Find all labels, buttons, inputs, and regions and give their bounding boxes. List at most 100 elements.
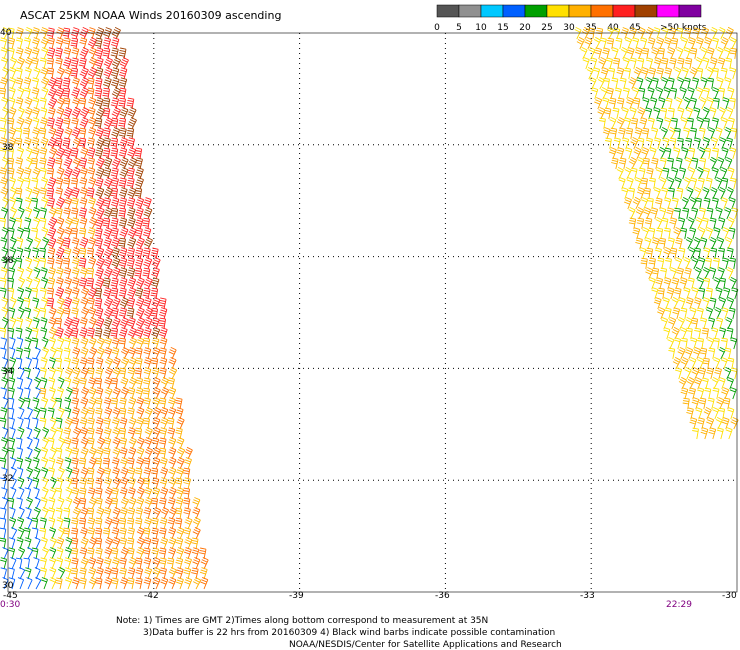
- wind-barb: [112, 506, 121, 520]
- wind-barb: [9, 517, 17, 530]
- wind-barb: [71, 197, 79, 210]
- wind-barb: [26, 436, 33, 450]
- wind-barb: [680, 117, 688, 130]
- wind-barb: [33, 307, 41, 320]
- wind-barb: [135, 567, 144, 580]
- wind-barb: [643, 207, 652, 220]
- wind-barb: [24, 96, 33, 110]
- wind-barb: [40, 277, 49, 290]
- wind-barb: [23, 77, 32, 90]
- wind-barb: [71, 267, 80, 280]
- wind-barb: [31, 137, 40, 150]
- wind-barb: [70, 147, 79, 160]
- wind-barb: [698, 287, 706, 300]
- wind-barb: [640, 257, 648, 270]
- wind-barb: [120, 357, 130, 370]
- wind-barb: [65, 536, 73, 550]
- wind-barb: [651, 267, 660, 280]
- wind-barb: [688, 166, 696, 180]
- wind-barb: [110, 397, 119, 410]
- wind-barb: [694, 247, 701, 260]
- wind-barb: [628, 187, 635, 200]
- wind-barb: [39, 557, 47, 570]
- wind-barb: [32, 127, 40, 140]
- wind-barb: [10, 466, 17, 480]
- wind-barb: [96, 346, 105, 360]
- wind-barb: [135, 507, 143, 520]
- wind-barb: [684, 156, 693, 170]
- wind-barb: [684, 267, 692, 280]
- wind-barb: [24, 567, 32, 580]
- wind-barb: [34, 496, 41, 510]
- wind-barb: [609, 116, 617, 130]
- wind-barb: [694, 186, 702, 200]
- wind-barb: [80, 446, 89, 460]
- wind-barb: [711, 37, 719, 50]
- wind-barb: [637, 106, 646, 120]
- wind-barb: [143, 377, 151, 390]
- wind-barb: [18, 486, 25, 500]
- wind-barb: [48, 147, 58, 160]
- wind-barb: [111, 237, 120, 250]
- wind-barb: [0, 327, 7, 340]
- wind-barb: [685, 137, 693, 150]
- wind-barb: [9, 236, 17, 250]
- wind-barb: [15, 67, 23, 80]
- wind-barb: [701, 377, 709, 390]
- wind-barb: [40, 36, 49, 50]
- wind-barb: [654, 247, 662, 260]
- wind-barb: [55, 187, 63, 200]
- wind-barb: [71, 207, 79, 220]
- wind-barb: [135, 387, 144, 400]
- wind-barb: [23, 247, 31, 260]
- wind-barb: [680, 307, 688, 320]
- wind-barb: [608, 147, 617, 160]
- wind-barb: [41, 546, 49, 560]
- wind-barb: [641, 197, 649, 210]
- wind-barb: [63, 166, 73, 180]
- wind-barb: [168, 547, 177, 560]
- wind-barb: [118, 97, 126, 110]
- wind-barb: [95, 277, 105, 290]
- wind-barb: [618, 127, 626, 140]
- wind-barb: [111, 127, 121, 140]
- wind-barb: [671, 326, 680, 340]
- wind-barb: [687, 87, 695, 100]
- wind-barb: [706, 47, 715, 60]
- wind-barb: [667, 107, 675, 120]
- wind-barb: [55, 207, 63, 220]
- wind-barb: [168, 447, 177, 460]
- wind-barb: [175, 567, 184, 580]
- wind-barb: [0, 347, 7, 360]
- wind-barb: [705, 177, 713, 190]
- wind-barb: [17, 477, 25, 490]
- wind-barb: [191, 567, 199, 580]
- wind-barb: [159, 327, 168, 340]
- wind-barb: [86, 267, 95, 280]
- wind-barb: [1, 26, 9, 40]
- wind-barb: [698, 226, 706, 240]
- wind-barb: [659, 157, 667, 170]
- wind-barb: [726, 377, 734, 390]
- wind-barb: [31, 77, 40, 90]
- wind-barb: [111, 577, 119, 590]
- wind-barb: [666, 287, 675, 300]
- wind-barb: [26, 376, 33, 390]
- wind-barb: [127, 326, 137, 340]
- wind-barb: [24, 67, 32, 80]
- wind-barb: [616, 117, 625, 130]
- wind-barb: [665, 97, 673, 110]
- wind-barb: [192, 556, 201, 570]
- wind-barb: [691, 397, 700, 410]
- wind-barb: [727, 297, 735, 310]
- wind-barb: [688, 387, 696, 400]
- wind-barb: [71, 467, 80, 480]
- wind-barb: [720, 67, 728, 80]
- wind-barb: [7, 407, 15, 420]
- wind-barb: [713, 227, 721, 240]
- wind-barb: [127, 527, 135, 540]
- wind-barb: [0, 37, 8, 50]
- wind-barb: [0, 457, 7, 470]
- wind-barb: [50, 397, 58, 410]
- wind-barb: [0, 117, 7, 130]
